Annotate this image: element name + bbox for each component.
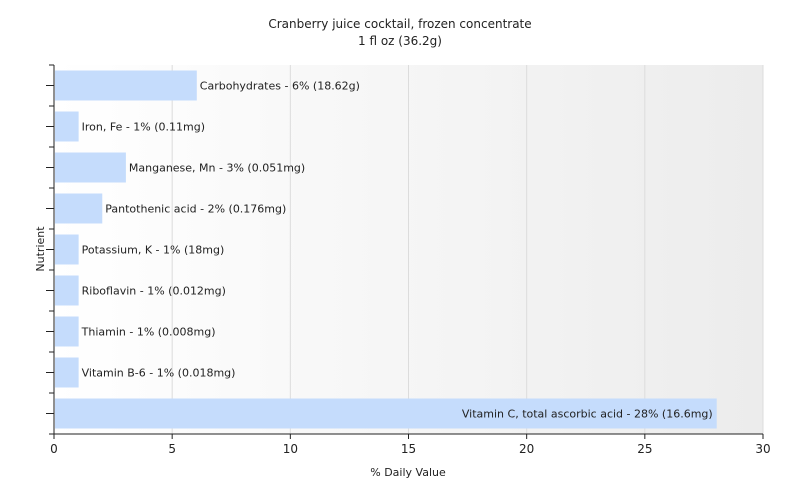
bar xyxy=(55,398,717,429)
bar xyxy=(55,357,79,388)
bar xyxy=(55,316,79,347)
bar xyxy=(55,70,197,101)
x-tick-label: 25 xyxy=(637,442,652,456)
chart-title: Cranberry juice cocktail, frozen concent… xyxy=(268,17,531,31)
bar xyxy=(55,234,79,265)
x-tick-label: 30 xyxy=(755,442,770,456)
bar-label: Vitamin C, total ascorbic acid - 28% (16… xyxy=(462,408,713,421)
bar-label: Potassium, K - 1% (18mg) xyxy=(82,244,225,257)
bar xyxy=(55,111,79,142)
x-tick-label: 5 xyxy=(168,442,176,456)
bars: Carbohydrates - 6% (18.62g) Iron, Fe - 1%… xyxy=(55,70,717,429)
bar xyxy=(55,193,103,224)
bar-label: Carbohydrates - 6% (18.62g) xyxy=(200,80,360,93)
bar-label: Iron, Fe - 1% (0.11mg) xyxy=(82,121,205,134)
bar xyxy=(55,152,126,183)
x-tick-label: 10 xyxy=(283,442,298,456)
bar-label: Riboflavin - 1% (0.012mg) xyxy=(82,285,226,298)
gridlines xyxy=(171,65,764,434)
x-tick-label: 0 xyxy=(50,442,58,456)
bar-label: Manganese, Mn - 3% (0.051mg) xyxy=(129,162,305,175)
bar-label: Thiamin - 1% (0.008mg) xyxy=(81,326,216,339)
axes: 0 5 10 15 20 25 30 xyxy=(46,64,771,456)
x-tick-label: 20 xyxy=(519,442,534,456)
x-tick-label: 15 xyxy=(401,442,416,456)
x-axis-title: % Daily Value xyxy=(370,466,446,479)
bar xyxy=(55,275,79,306)
bar-label: Pantothenic acid - 2% (0.176mg) xyxy=(105,203,286,216)
y-axis-title: Nutrient xyxy=(34,226,47,272)
chart-subtitle: 1 fl oz (36.2g) xyxy=(358,34,442,48)
bar-label: Vitamin B-6 - 1% (0.018mg) xyxy=(82,367,236,380)
